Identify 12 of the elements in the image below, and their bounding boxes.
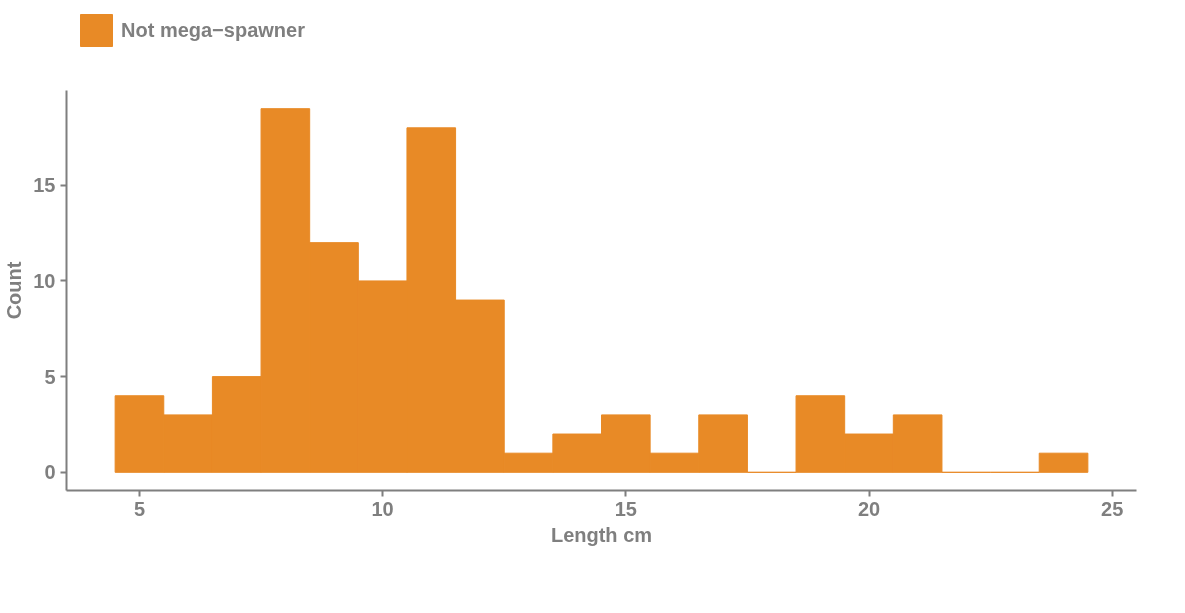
y-tick-label: 0 — [44, 461, 56, 484]
x-axis-title: Length cm — [550, 523, 653, 546]
y-tick-label: 15 — [33, 174, 56, 197]
x-tick-label: 25 — [1101, 497, 1124, 520]
x-tick-label: 10 — [371, 497, 394, 520]
x-tick-label: 20 — [857, 497, 881, 520]
legend-label: Not mega−spawner — [121, 18, 305, 42]
x-tick-label: 15 — [614, 497, 637, 520]
x-tick-label: 5 — [133, 497, 146, 520]
y-tick-label: 10 — [33, 269, 56, 292]
y-tick-label: 5 — [44, 365, 56, 388]
y-axis-title: Count — [3, 261, 26, 320]
